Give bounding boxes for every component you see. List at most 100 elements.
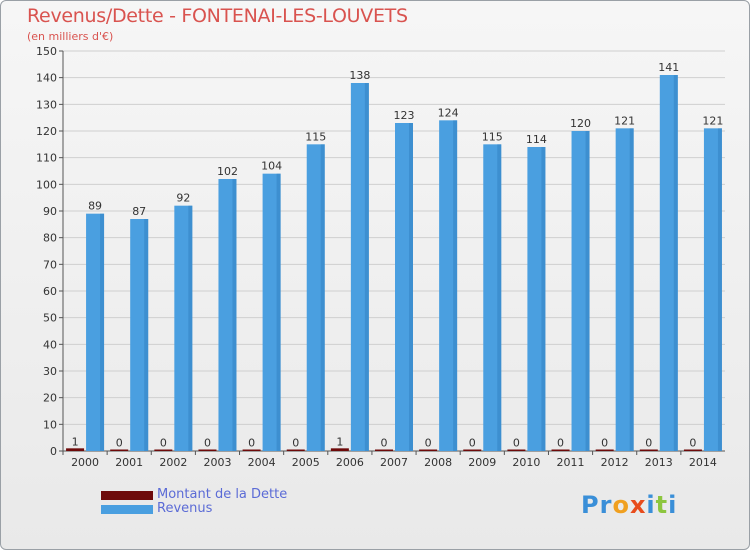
logo-letter: r [599, 491, 613, 519]
legend-label-revenus: Revenus [157, 501, 213, 516]
bar-revenus-shade [673, 75, 678, 451]
data-label-revenus: 120 [570, 117, 591, 130]
bar-revenus-shade [629, 128, 634, 451]
y-tick-label: 20 [43, 392, 57, 405]
data-label-dette: 0 [469, 437, 476, 450]
y-tick-label: 30 [43, 365, 57, 378]
data-label-revenus: 92 [176, 192, 190, 205]
logo-letter: i [646, 491, 656, 519]
x-tick-label: 2009 [468, 456, 496, 469]
data-label-dette: 0 [248, 437, 255, 450]
bar-revenus [306, 144, 325, 452]
chart-subtitle: (en milliers d'€) [27, 30, 114, 43]
y-tick-label: 90 [43, 205, 57, 218]
y-tick-label: 150 [36, 45, 57, 58]
bar-dette [639, 449, 658, 451]
x-tick-label: 2000 [71, 456, 99, 469]
bar-dette [419, 449, 438, 451]
data-label-dette: 0 [513, 437, 520, 450]
x-tick-label: 2012 [601, 456, 629, 469]
data-label-revenus: 123 [394, 109, 415, 122]
bar-dette [507, 449, 526, 451]
data-label-dette: 0 [425, 437, 432, 450]
bar-revenus [615, 128, 634, 451]
data-label-revenus: 114 [526, 133, 547, 146]
bar-revenus-shade [276, 173, 281, 451]
bar-revenus [659, 75, 678, 451]
bar-dette [66, 448, 85, 451]
bar-revenus [571, 131, 590, 451]
data-label-dette: 0 [601, 437, 608, 450]
x-tick-label: 2007 [380, 456, 408, 469]
data-label-revenus: 115 [482, 130, 503, 143]
bar-revenus-shade [232, 179, 237, 451]
logo-letter: t [655, 491, 669, 519]
bar-revenus-shade [541, 147, 546, 451]
y-tick-label: 60 [43, 285, 57, 298]
legend-label-dette: Montant de la Dette [157, 487, 288, 502]
bar-revenus [262, 173, 281, 451]
y-tick-label: 140 [36, 72, 57, 85]
data-label-revenus: 121 [702, 114, 723, 127]
logo-letter: o [612, 491, 630, 519]
bar-dette [330, 448, 349, 451]
x-tick-label: 2005 [292, 456, 320, 469]
y-tick-label: 110 [36, 152, 57, 165]
x-tick-label: 2008 [424, 456, 452, 469]
bar-dette [463, 449, 482, 451]
bar-revenus [130, 219, 149, 451]
bar-revenus-shade [453, 120, 458, 451]
y-tick-label: 0 [50, 445, 57, 458]
data-label-revenus: 87 [132, 205, 146, 218]
x-tick-label: 2006 [336, 456, 364, 469]
logo-letter: x [629, 491, 647, 519]
data-label-revenus: 138 [349, 69, 370, 82]
data-label-dette: 0 [557, 437, 564, 450]
bar-revenus-shade [320, 144, 325, 452]
bar-revenus-shade [717, 128, 722, 451]
x-tick-label: 2002 [159, 456, 187, 469]
x-tick-label: 2004 [248, 456, 276, 469]
data-label-dette: 0 [645, 437, 652, 450]
data-label-revenus: 115 [305, 130, 326, 143]
x-tick-label: 2010 [512, 456, 540, 469]
bar-dette [154, 449, 173, 451]
bar-revenus [350, 83, 369, 451]
x-tick-label: 2003 [203, 456, 231, 469]
bar-revenus-shade [188, 205, 193, 451]
bar-dette [595, 449, 614, 451]
bar-revenus [483, 144, 502, 452]
proxiti-logo: Proxiti [581, 491, 677, 519]
bar-dette [683, 449, 702, 451]
bar-revenus-shade [497, 144, 502, 452]
data-label-revenus: 121 [614, 114, 635, 127]
bar-dette [198, 449, 217, 451]
bar-dette [375, 449, 393, 451]
data-label-revenus: 104 [261, 160, 282, 173]
y-tick-label: 80 [43, 232, 57, 245]
x-tick-label: 2013 [645, 456, 673, 469]
bar-revenus-shade [585, 131, 590, 451]
x-tick-label: 2014 [689, 456, 717, 469]
data-label-revenus: 89 [88, 200, 102, 213]
y-tick-label: 120 [36, 125, 57, 138]
bar-revenus [439, 120, 458, 451]
x-tick-label: 2011 [557, 456, 585, 469]
y-tick-label: 130 [36, 98, 57, 111]
bar-revenus-shade [144, 219, 149, 451]
bar-revenus [527, 147, 546, 451]
bar-revenus [174, 205, 193, 451]
data-label-dette: 0 [381, 437, 388, 450]
bar-revenus [703, 128, 722, 451]
data-label-dette: 0 [689, 437, 696, 450]
bar-dette [551, 449, 570, 451]
y-tick-label: 70 [43, 258, 57, 271]
bar-revenus [86, 213, 105, 451]
chart-title: Revenus/Dette - FONTENAI-LES-LOUVETS [27, 5, 408, 27]
bar-dette [286, 449, 305, 451]
data-label-dette: 0 [160, 437, 167, 450]
data-label-revenus: 141 [658, 61, 679, 74]
bar-revenus-shade [364, 83, 369, 451]
data-label-dette: 1 [72, 435, 79, 448]
